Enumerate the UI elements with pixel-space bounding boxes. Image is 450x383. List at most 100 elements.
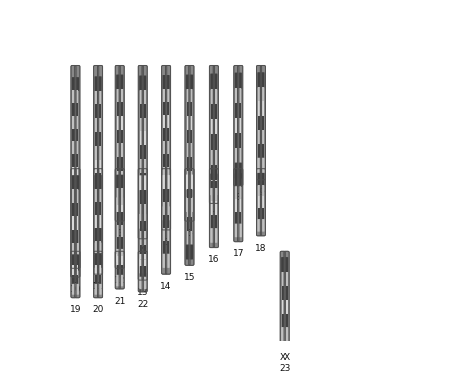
Bar <box>211 229 213 236</box>
Bar <box>99 84 101 91</box>
Bar <box>140 145 142 159</box>
FancyBboxPatch shape <box>281 257 284 272</box>
Bar <box>95 159 97 173</box>
FancyBboxPatch shape <box>94 228 98 243</box>
Bar <box>76 192 78 205</box>
Bar <box>163 207 165 213</box>
FancyBboxPatch shape <box>116 197 119 212</box>
Bar <box>140 266 142 277</box>
Bar <box>76 243 78 257</box>
FancyBboxPatch shape <box>210 173 214 188</box>
Bar <box>239 80 241 88</box>
Bar <box>95 215 97 228</box>
Bar <box>144 231 146 245</box>
Bar <box>99 254 101 261</box>
FancyBboxPatch shape <box>139 214 143 229</box>
FancyBboxPatch shape <box>166 75 170 89</box>
Text: X: X <box>284 353 290 362</box>
FancyBboxPatch shape <box>76 254 79 265</box>
Bar <box>190 231 193 245</box>
FancyBboxPatch shape <box>166 206 170 220</box>
FancyBboxPatch shape <box>238 173 242 187</box>
FancyBboxPatch shape <box>75 169 80 277</box>
Bar <box>95 254 97 261</box>
FancyBboxPatch shape <box>281 327 284 342</box>
Bar <box>144 183 146 190</box>
FancyBboxPatch shape <box>138 65 144 239</box>
FancyBboxPatch shape <box>99 76 102 91</box>
Bar <box>121 198 123 205</box>
Bar <box>95 132 97 146</box>
FancyBboxPatch shape <box>71 65 76 268</box>
FancyBboxPatch shape <box>142 251 147 292</box>
FancyBboxPatch shape <box>72 256 75 271</box>
Bar <box>121 275 123 281</box>
Text: 1: 1 <box>72 276 78 285</box>
FancyBboxPatch shape <box>139 277 143 289</box>
Bar <box>144 187 146 201</box>
Bar <box>140 131 142 145</box>
Bar <box>262 179 264 185</box>
FancyBboxPatch shape <box>72 77 75 91</box>
FancyBboxPatch shape <box>235 224 238 237</box>
Bar <box>163 82 165 88</box>
Bar <box>99 182 101 188</box>
Bar <box>286 300 288 314</box>
Bar <box>99 241 101 254</box>
Bar <box>117 212 119 225</box>
FancyBboxPatch shape <box>162 65 167 230</box>
FancyBboxPatch shape <box>284 251 289 348</box>
Bar <box>140 190 142 204</box>
FancyBboxPatch shape <box>99 175 102 189</box>
FancyBboxPatch shape <box>235 173 238 187</box>
Bar <box>167 188 169 202</box>
Bar <box>117 143 119 157</box>
Bar <box>211 165 213 180</box>
FancyBboxPatch shape <box>234 65 239 186</box>
Bar <box>117 198 119 205</box>
FancyBboxPatch shape <box>209 65 215 203</box>
Bar <box>239 148 241 163</box>
Bar <box>95 275 97 284</box>
FancyBboxPatch shape <box>189 65 194 221</box>
Bar <box>211 82 213 89</box>
Bar <box>239 163 241 170</box>
Bar <box>72 141 75 154</box>
FancyBboxPatch shape <box>143 259 146 273</box>
Bar <box>140 259 142 266</box>
FancyBboxPatch shape <box>119 169 124 268</box>
Bar <box>72 167 75 180</box>
Bar <box>282 300 284 314</box>
Bar <box>144 214 146 221</box>
Text: 7: 7 <box>211 211 217 220</box>
FancyBboxPatch shape <box>209 169 215 248</box>
Bar <box>167 228 169 241</box>
Bar <box>99 118 101 132</box>
Bar <box>167 241 169 254</box>
FancyBboxPatch shape <box>98 251 103 298</box>
Bar <box>286 286 288 300</box>
Bar <box>239 88 241 103</box>
Bar <box>144 118 146 131</box>
FancyBboxPatch shape <box>120 175 123 188</box>
Bar <box>144 218 146 231</box>
FancyBboxPatch shape <box>238 224 242 237</box>
Bar <box>262 130 264 144</box>
Bar <box>140 245 142 259</box>
Bar <box>144 104 146 118</box>
Bar <box>140 118 142 131</box>
FancyBboxPatch shape <box>213 169 218 248</box>
FancyBboxPatch shape <box>72 175 75 190</box>
FancyBboxPatch shape <box>72 284 75 295</box>
Text: 12: 12 <box>114 276 126 285</box>
Bar <box>76 218 78 231</box>
Bar <box>239 133 241 148</box>
Bar <box>144 259 146 266</box>
Bar <box>190 189 193 203</box>
Bar <box>215 201 217 215</box>
Bar <box>235 88 238 103</box>
FancyBboxPatch shape <box>190 244 193 260</box>
Bar <box>167 202 169 215</box>
FancyBboxPatch shape <box>260 65 265 180</box>
FancyBboxPatch shape <box>162 175 166 189</box>
